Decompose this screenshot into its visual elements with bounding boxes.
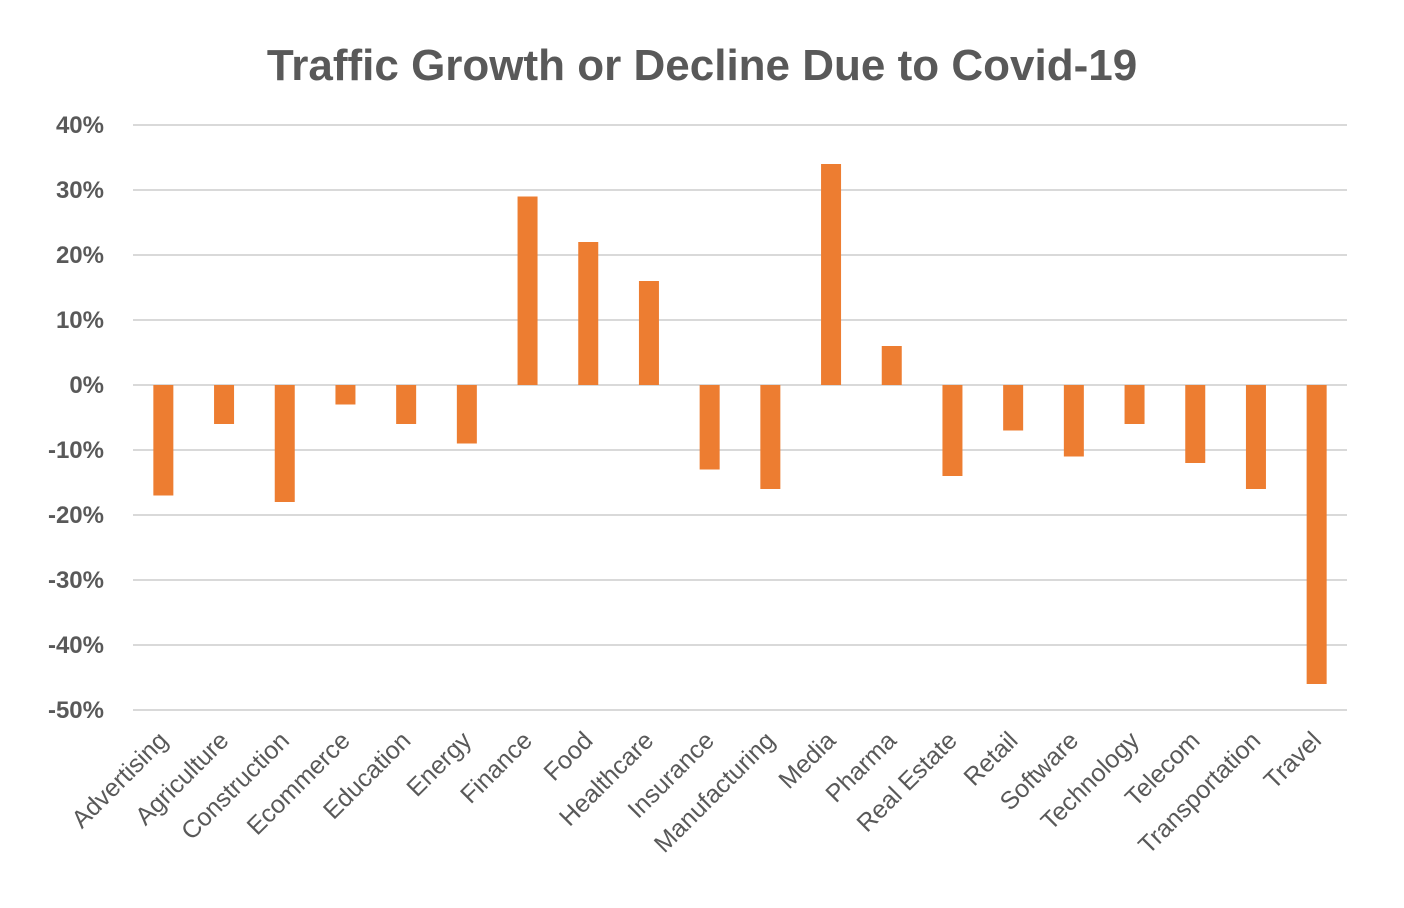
bar-healthcare	[638, 281, 659, 385]
x-tick-label: Travel	[1259, 726, 1327, 794]
y-tick-label: -50%	[48, 697, 104, 724]
bar-technology	[1124, 385, 1145, 424]
bar-media	[821, 164, 842, 385]
bar-pharma	[881, 346, 902, 385]
bar-education	[396, 385, 417, 424]
bar-telecom	[1185, 385, 1206, 463]
y-tick-label: 30%	[56, 177, 104, 204]
bar-energy	[456, 385, 477, 444]
x-axis-labels: AdvertisingAgricultureConstructionEcomme…	[66, 726, 1327, 859]
y-axis-ticks: 40% 30% 20% 10% 0% -10% -20% -30% -40% -50%	[48, 112, 104, 724]
bar-real-estate	[942, 385, 963, 476]
bar-construction	[274, 385, 295, 502]
bar-food	[578, 242, 599, 385]
chart-title: Traffic Growth or Decline Due to Covid-1…	[267, 41, 1137, 90]
bar-finance	[517, 196, 538, 385]
bar-transportation	[1245, 385, 1266, 489]
y-tick-label: 0%	[69, 372, 104, 399]
bar-manufacturing	[760, 385, 781, 489]
y-tick-label: -20%	[48, 502, 104, 529]
bars	[153, 164, 1327, 684]
y-tick-label: 10%	[56, 307, 104, 334]
bar-advertising	[153, 385, 174, 496]
bar-software	[1063, 385, 1084, 457]
bar-ecommerce	[335, 385, 356, 405]
bar-retail	[1003, 385, 1024, 431]
y-tick-label: -10%	[48, 437, 104, 464]
bar-insurance	[699, 385, 720, 470]
bar-travel	[1306, 385, 1327, 684]
y-tick-label: -40%	[48, 632, 104, 659]
y-tick-label: 40%	[56, 112, 104, 139]
bar-agriculture	[214, 385, 235, 424]
y-tick-label: -30%	[48, 567, 104, 594]
gridlines	[133, 124, 1347, 711]
y-tick-label: 20%	[56, 242, 104, 269]
